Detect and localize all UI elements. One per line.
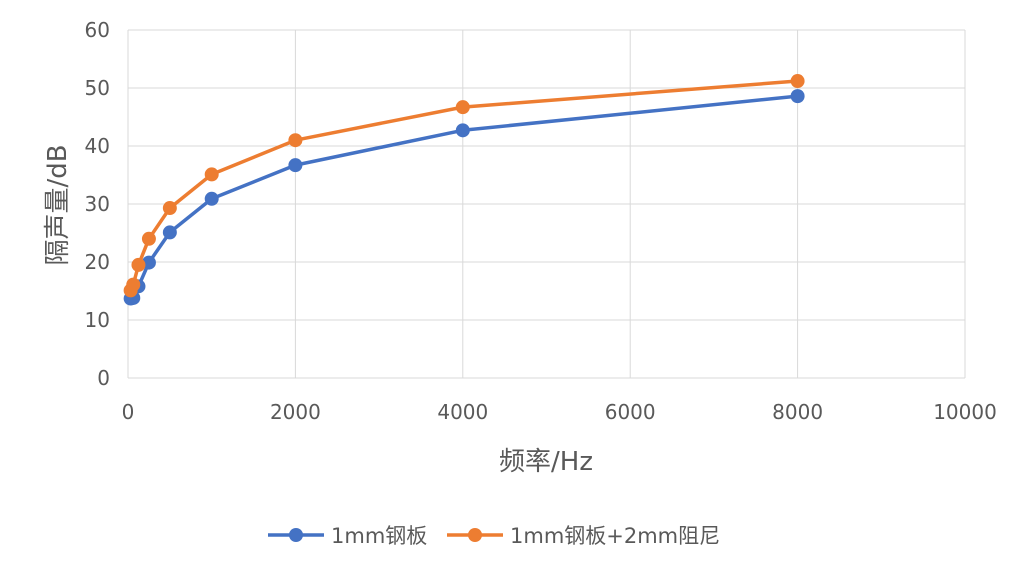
data-point [131, 257, 146, 272]
legend-marker [289, 528, 303, 542]
series-2 [123, 74, 805, 298]
data-point [790, 89, 805, 104]
legend-item-2: 1mm钢板+2mm阻尼 [447, 524, 720, 548]
data-point [790, 74, 805, 89]
data-point [126, 277, 141, 292]
y-axis-ticks: 0 10 20 30 40 50 60 [85, 18, 110, 390]
series-1 [123, 89, 805, 306]
grid-lines [127, 29, 966, 379]
y-tick-label: 10 [85, 308, 110, 332]
x-axis-ticks: 0 2000 4000 6000 8000 10000 [122, 400, 997, 424]
data-point [141, 255, 156, 270]
y-tick-label: 40 [85, 134, 110, 158]
data-point [288, 133, 303, 148]
y-tick-label: 30 [85, 192, 110, 216]
x-tick-label: 6000 [605, 400, 656, 424]
x-axis-title: 频率/Hz [499, 447, 593, 477]
data-point [455, 100, 470, 115]
data-point [204, 167, 219, 182]
data-point [162, 225, 177, 240]
data-point [204, 191, 219, 206]
x-tick-label: 10000 [933, 400, 997, 424]
data-point [455, 123, 470, 138]
x-tick-label: 8000 [772, 400, 823, 424]
legend-label: 1mm钢板 [331, 524, 427, 548]
y-tick-label: 60 [85, 18, 110, 42]
y-tick-label: 20 [85, 250, 110, 274]
data-point [288, 158, 303, 173]
data-point [141, 231, 156, 246]
legend-label: 1mm钢板+2mm阻尼 [510, 524, 720, 548]
y-axis-title: 隔声量/dB [43, 144, 73, 265]
x-tick-label: 4000 [437, 400, 488, 424]
series-layer [123, 74, 805, 306]
legend: 1mm钢板 1mm钢板+2mm阻尼 [268, 524, 720, 548]
data-point [162, 201, 177, 216]
x-tick-label: 0 [122, 400, 135, 424]
y-tick-label: 50 [85, 76, 110, 100]
y-tick-label: 0 [97, 366, 110, 390]
legend-marker [468, 528, 482, 542]
x-tick-label: 2000 [270, 400, 321, 424]
legend-item-1: 1mm钢板 [268, 524, 427, 548]
